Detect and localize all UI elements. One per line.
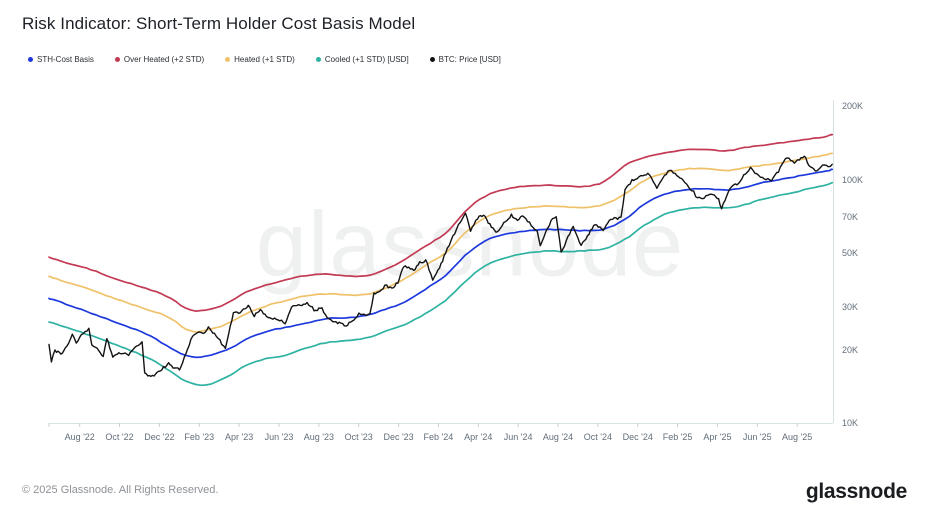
legend-item-over-heated-2-std[interactable]: Over Heated (+2 STD)	[114, 55, 205, 64]
y-axis-tick-label: 50K	[842, 247, 859, 258]
legend-item-sth-cost-basis[interactable]: STH-Cost Basis	[28, 55, 94, 64]
series-line-cooled-1-std-usd	[48, 181, 834, 387]
x-axis-tick-label: Feb '25	[662, 432, 693, 442]
x-axis-tick-label: Oct '22	[105, 432, 134, 442]
y-axis-tick-label: 10K	[842, 418, 859, 428]
y-axis-tick-label: 100K	[842, 174, 864, 185]
legend-label: Cooled (+1 STD) [USD]	[324, 55, 409, 64]
x-axis-tick-label: Feb '24	[423, 432, 454, 442]
series-line-sth-cost-basis	[48, 168, 834, 359]
series-line-over-heated-2-std	[48, 133, 834, 313]
legend-label: Over Heated (+2 STD)	[123, 55, 205, 64]
x-axis-tick-label: Jun '24	[503, 432, 533, 442]
legend-dot-icon	[114, 57, 120, 62]
x-axis-tick-label: Dec '23	[383, 432, 414, 442]
y-axis-tick-label: 200K	[842, 101, 864, 112]
x-axis-tick-label: Apr '25	[703, 432, 732, 442]
legend-dot-icon	[429, 57, 435, 62]
legend-dot-icon	[28, 57, 33, 62]
y-axis-tick-label: 30K	[842, 301, 859, 312]
series-line-btc-price-usd	[48, 155, 833, 377]
x-axis-tick-label: Dec '24	[622, 432, 653, 442]
copyright-text: © 2025 Glassnode. All Rights Reserved.	[22, 484, 219, 496]
legend-label: STH-Cost Basis	[37, 55, 94, 64]
chart-title: Risk Indicator: Short-Term Holder Cost B…	[22, 14, 416, 33]
series-line-heated-1-std	[48, 152, 834, 334]
legend-item-btc-price-usd[interactable]: BTC: Price [USD]	[429, 55, 501, 64]
x-axis-tick-label: Apr '24	[464, 432, 493, 442]
x-axis-tick-label: Aug '22	[64, 432, 95, 442]
x-axis-tick-label: Aug '24	[542, 432, 574, 442]
legend-label: Heated (+1 STD)	[234, 55, 295, 64]
legend-dot-icon	[315, 57, 321, 62]
glassnode-logo: glassnode	[805, 480, 907, 503]
legend-item-cooled-1-std-usd[interactable]: Cooled (+1 STD) [USD]	[315, 55, 409, 64]
x-axis-tick-label: Jun '25	[742, 432, 772, 442]
x-axis-tick-label: Jun '23	[264, 432, 294, 442]
legend-label: BTC: Price [USD]	[438, 55, 501, 64]
y-axis-tick-label: 70K	[842, 212, 859, 223]
x-axis-tick-label: Apr '23	[225, 432, 254, 442]
x-axis-tick-label: Dec '22	[144, 432, 175, 442]
legend-dot-icon	[225, 57, 231, 62]
y-axis-tick-label: 20K	[842, 344, 859, 355]
legend-item-heated-1-std[interactable]: Heated (+1 STD)	[225, 55, 295, 64]
x-axis-tick-label: Aug '25	[782, 432, 813, 442]
chart-legend: STH-Cost Basis Over Heated (+2 STD) Heated…	[28, 55, 501, 64]
x-axis-tick-label: Feb '23	[184, 432, 215, 442]
x-axis-tick-label: Oct '23	[344, 432, 373, 442]
x-axis-tick-label: Oct '24	[583, 432, 612, 442]
x-axis-tick-label: Aug '23	[303, 432, 334, 442]
